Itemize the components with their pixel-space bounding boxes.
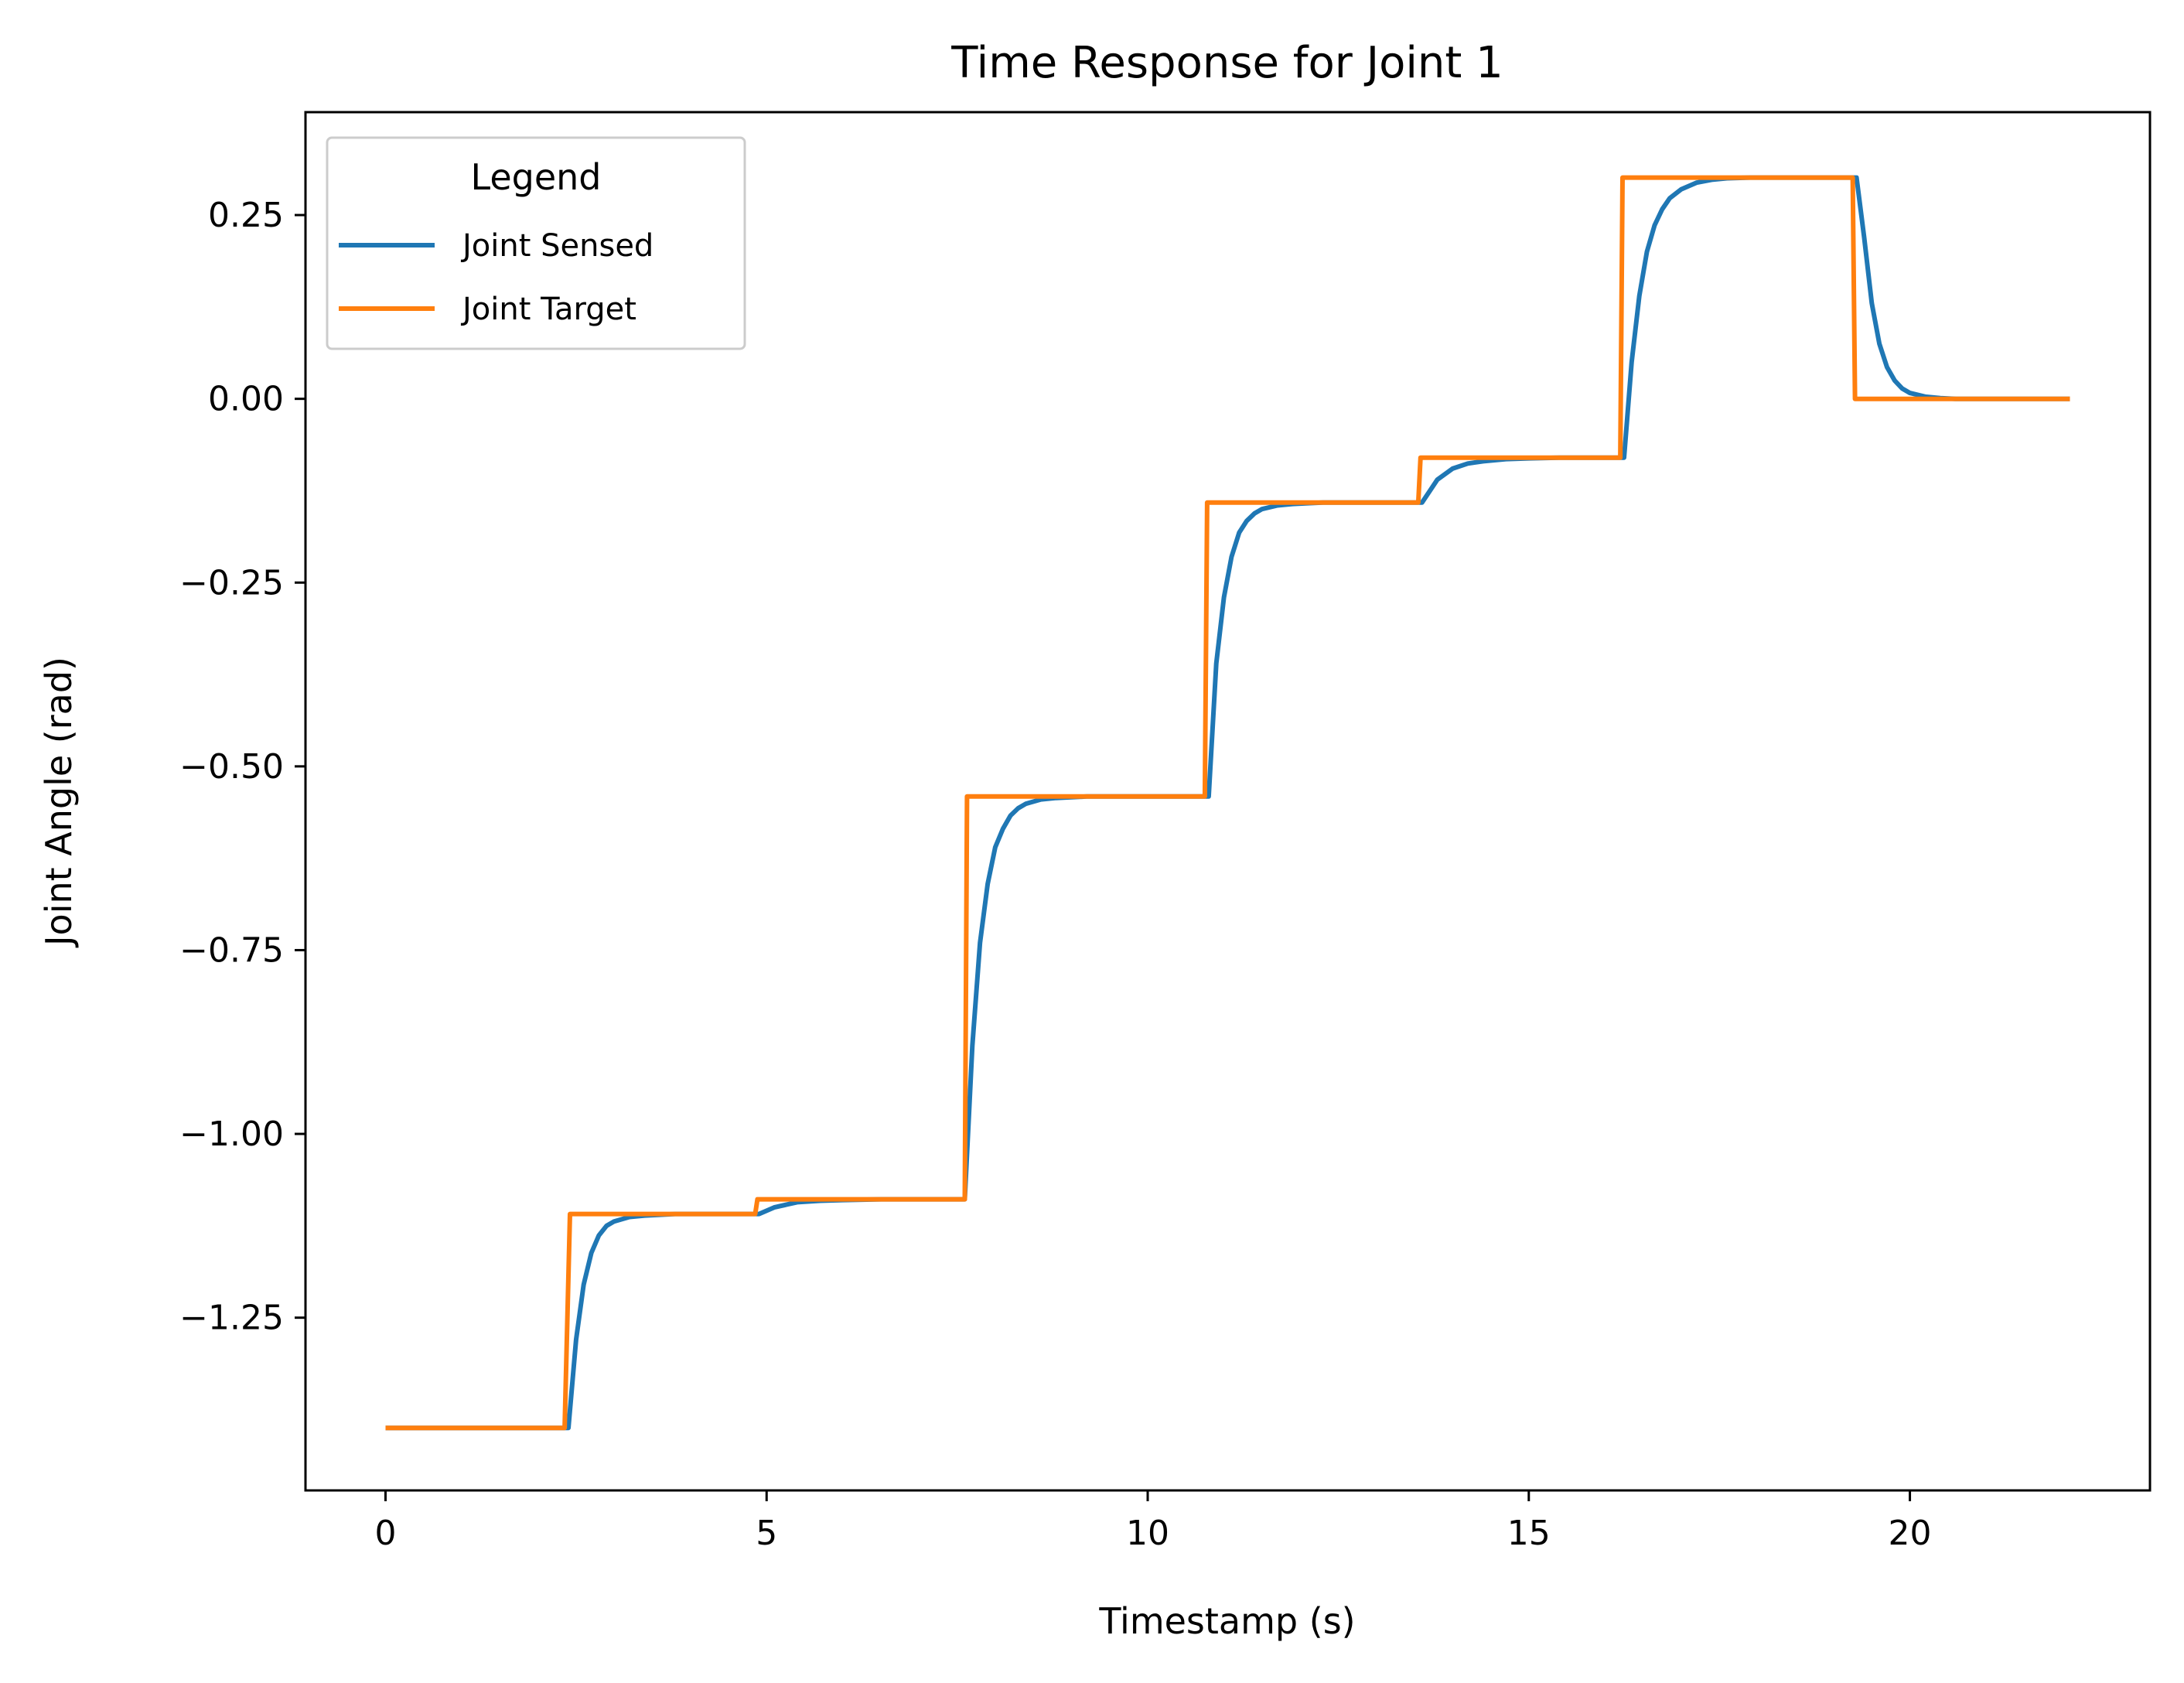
x-tick-label: 20 <box>1889 1514 1932 1553</box>
y-tick-label: 0.00 <box>208 380 284 419</box>
legend-label-joint-sensed: Joint Sensed <box>460 228 653 264</box>
y-tick-label: −0.75 <box>179 930 284 970</box>
y-tick-label: −1.25 <box>179 1299 284 1338</box>
legend-box <box>326 136 746 350</box>
x-tick-label: 0 <box>374 1514 396 1553</box>
x-axis: 0 5 10 15 20 <box>374 1490 1932 1553</box>
plot-frame <box>304 111 2152 1492</box>
y-tick-label: −0.50 <box>179 747 284 787</box>
x-tick-label: 5 <box>756 1514 777 1553</box>
x-tick-label: 10 <box>1126 1514 1169 1553</box>
legend-label-joint-target: Joint Target <box>460 292 636 327</box>
x-axis-label: Timestamp (s) <box>1098 1600 1355 1642</box>
y-axis-label: Joint Angle (rad) <box>38 657 80 948</box>
legend: Legend Joint Sensed Joint Target <box>326 136 746 350</box>
chart-title: Time Response for Joint 1 <box>950 38 1503 88</box>
x-tick-label: 15 <box>1507 1514 1551 1553</box>
series-layer <box>385 175 2070 1431</box>
series-line-joint-target <box>385 175 2070 1431</box>
legend-title: Legend <box>471 156 602 198</box>
y-tick-label: −1.00 <box>179 1115 284 1154</box>
y-tick-label: 0.25 <box>208 196 284 235</box>
y-axis: −1.25 −1.00 −0.75 −0.50 −0.25 0.00 0.25 <box>179 196 305 1338</box>
y-tick-label: −0.25 <box>179 563 284 603</box>
